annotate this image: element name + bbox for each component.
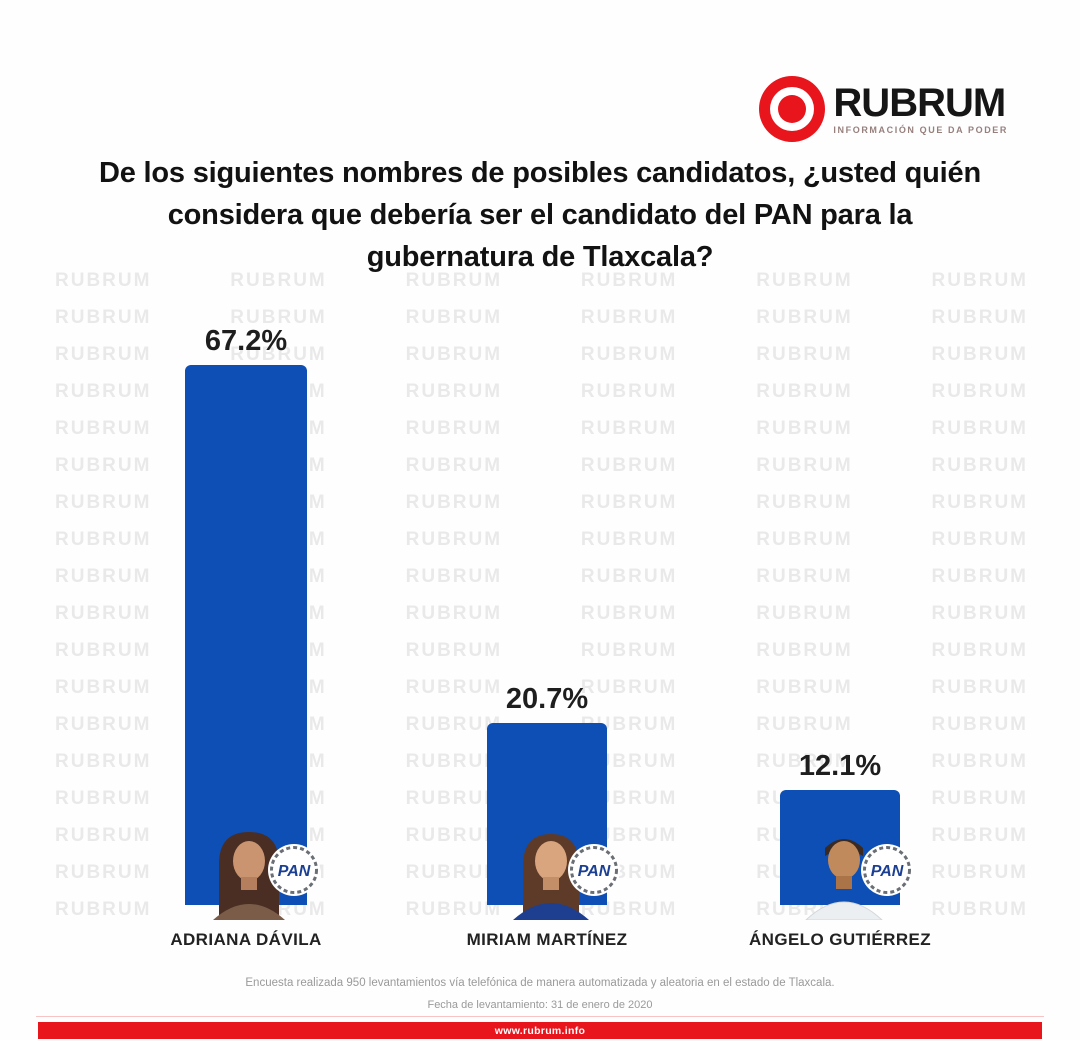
bar-group-miriam-martinez: 20.7% PAN (487, 683, 620, 920)
pan-logo-label: PAN (871, 863, 904, 880)
website-bar: www.rubrum.info (38, 1022, 1042, 1039)
candidate-name-miriam-martinez: MIRIAM MARTÍNEZ (466, 930, 628, 949)
pan-wreath-icon (270, 846, 318, 894)
bar-group-angelo-gutierrez: 12.1% PAN (780, 750, 913, 920)
pan-logo: PAN (268, 844, 320, 896)
pan-logo: PAN (568, 844, 620, 896)
footer-date-line: Fecha de levantamiento: 31 de enero de 2… (427, 999, 653, 1011)
footer-methodology-line: Encuesta realizada 950 levantamientos ví… (245, 977, 835, 989)
pan-logo-label: PAN (578, 863, 611, 880)
bar (185, 365, 307, 905)
candidate-name-angelo-gutierrez: ÁNGELO GUTIÉRREZ (748, 930, 932, 949)
question-title: De los siguientes nombres de posibles ca… (99, 157, 981, 274)
bar-value-label: 20.7% (505, 683, 589, 715)
candidate-name-adriana-davila: ADRIANA DÁVILA (170, 930, 322, 949)
bar-group-adriana-davila: 67.2% PAN (185, 325, 320, 920)
pan-logo: PAN (861, 844, 913, 896)
candidate-photo (213, 832, 285, 920)
pan-wreath-icon (863, 846, 911, 894)
bar-value-label: 67.2% (204, 325, 288, 357)
target-icon (759, 76, 826, 142)
pan-wreath-icon (570, 846, 618, 894)
rubrum-logo: RUBRUM INFORMACIÓN QUE DA PODER (759, 76, 1008, 142)
bar-value-label: 12.1% (798, 750, 882, 782)
logo-tagline: INFORMACIÓN QUE DA PODER (833, 125, 1008, 135)
website-link[interactable]: www.rubrum.info (494, 1024, 586, 1037)
candidate-photo (805, 839, 883, 920)
candidate-photo (513, 834, 589, 920)
logo-wordmark: RUBRUM (833, 81, 1006, 125)
footer-divider (36, 1016, 1044, 1017)
pan-logo-label: PAN (278, 863, 311, 880)
